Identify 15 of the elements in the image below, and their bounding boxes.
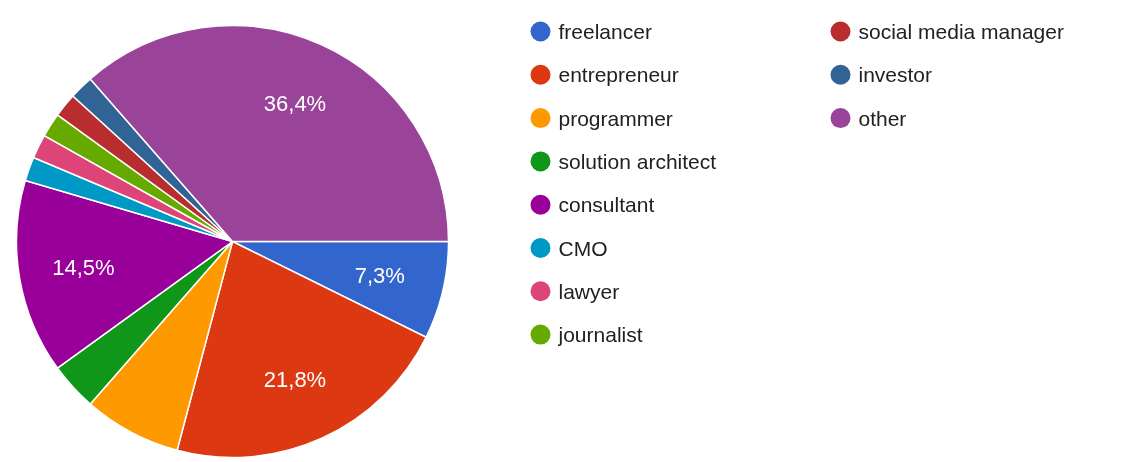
data-label: 14,5% — [52, 254, 115, 280]
legend-label: consultant — [558, 193, 655, 217]
legend-label: entrepreneur — [558, 63, 679, 87]
legend-label: programmer — [558, 106, 673, 130]
legend-label: other — [858, 106, 907, 130]
legend-label: journalist — [557, 323, 643, 347]
legend-label: solution architect — [558, 149, 717, 173]
legend-label: freelancer — [558, 20, 652, 43]
data-label: 36,4% — [263, 91, 327, 117]
legend-label: CMO — [558, 236, 608, 260]
legend-label: lawyer — [558, 279, 620, 303]
data-label: 7,3% — [354, 263, 405, 289]
legend-label: investor — [858, 63, 933, 87]
data-label: 21,8% — [263, 366, 327, 392]
legend-label: social media manager — [858, 20, 1064, 43]
